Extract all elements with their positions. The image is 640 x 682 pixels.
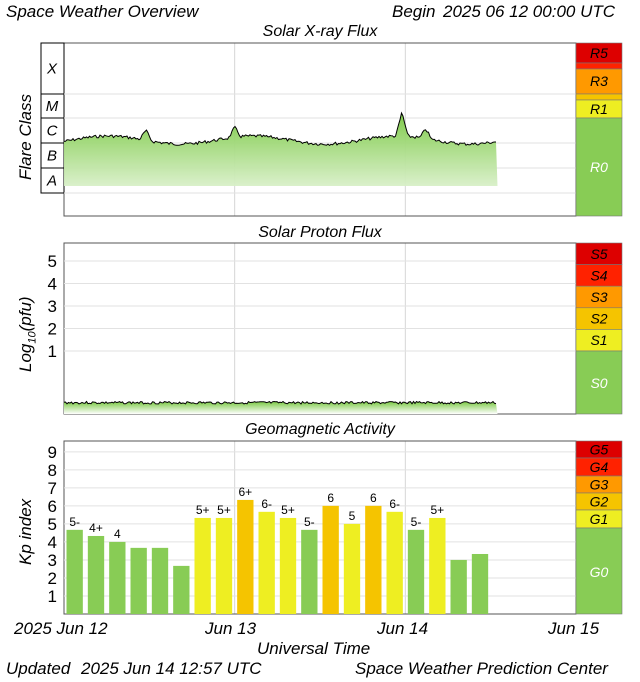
kp-bar-label: 5 — [349, 509, 356, 523]
kp-bar — [173, 565, 190, 614]
s-scale-band-quiet — [575, 350, 623, 415]
proton-flux-area — [64, 401, 498, 414]
kp-bar — [407, 529, 425, 614]
updated-label: Updated — [6, 659, 71, 678]
r-scale-band — [575, 117, 623, 217]
kp-bar-label: 4 — [114, 527, 121, 541]
kp-ytick-1: 1 — [48, 587, 57, 606]
g-scale-G1: G1 — [590, 511, 609, 527]
r-scale-R3: R3 — [590, 73, 608, 89]
kp-bar-label: 6 — [327, 491, 334, 505]
app-title: Space Weather Overview — [6, 2, 199, 21]
s-scale-S5: S5 — [590, 246, 607, 262]
g-scale-G3: G3 — [590, 477, 609, 493]
flare-class-C: C — [47, 123, 58, 140]
kp-bar-label: 5- — [411, 515, 422, 529]
s-scale-S0: S0 — [590, 375, 607, 391]
proton-panel-title: Solar Proton Flux — [258, 224, 382, 241]
kp-bar-label: 5- — [304, 515, 315, 529]
s-scale-S3: S3 — [590, 289, 607, 305]
kp-bar — [301, 529, 318, 614]
kp-bar — [365, 505, 382, 614]
kp-bar — [194, 517, 211, 614]
kp-ytick-4: 4 — [48, 533, 57, 552]
r-scale-band — [575, 93, 623, 101]
kp-ytick-9: 9 — [48, 443, 57, 462]
r-scale-R0: R0 — [590, 159, 608, 175]
kp-bar-label: 5+ — [281, 503, 295, 517]
kp-bar-label: 5+ — [196, 503, 210, 517]
g-scale-G4: G4 — [590, 459, 609, 475]
kp-bar — [429, 517, 446, 614]
s-scale-S2: S2 — [590, 311, 607, 327]
kp-bar-label: 4+ — [89, 521, 103, 535]
xray-flux-area — [64, 113, 498, 216]
kp-bar-label: 5+ — [430, 503, 444, 517]
kp-bar-label: 6+ — [238, 485, 252, 499]
kp-bar — [130, 547, 147, 614]
proton-ytick-1: 1 — [48, 342, 57, 361]
kp-ytick-7: 7 — [48, 479, 57, 498]
begin-label: Begin — [392, 2, 436, 21]
kp-bar — [109, 541, 126, 614]
kp-bar — [471, 553, 489, 614]
updated-date: 2025 Jun 14 12:57 UTC — [81, 659, 262, 678]
x-tick-2: Jun 14 — [377, 619, 429, 638]
panel-frame-0 — [63, 42, 577, 217]
geomag-panel-title: Geomagnetic Activity — [245, 421, 395, 438]
kp-bar-label: 5- — [69, 515, 80, 529]
kp-bar-label: 6 — [370, 491, 377, 505]
xray-flux-line — [63, 111, 496, 147]
proton-ytick-2: 2 — [48, 320, 57, 339]
proton-ytick-4: 4 — [48, 275, 57, 294]
s-scale-S4: S4 — [590, 267, 607, 283]
kp-ytick-5: 5 — [48, 515, 57, 534]
kp-bar — [279, 517, 297, 614]
kp-bar — [87, 535, 105, 614]
proton-flux-line — [63, 400, 497, 405]
g-scale-G2: G2 — [590, 494, 609, 510]
flare-class-X: X — [46, 61, 58, 78]
kp-bar — [66, 529, 83, 614]
begin-date: 2025 06 12 00:00 UTC — [443, 2, 616, 21]
s-scale-S1: S1 — [590, 332, 607, 348]
g-scale-G0: G0 — [590, 564, 609, 580]
kp-bar — [343, 523, 361, 614]
x-tick-1: Jun 13 — [205, 619, 257, 638]
r-scale-R1: R1 — [590, 101, 608, 117]
xray-panel-title: Solar X-ray Flux — [262, 23, 378, 40]
prediction-center: Space Weather Prediction Center — [355, 659, 608, 678]
x-axis-label: Universal Time — [257, 639, 371, 658]
kp-bar — [322, 505, 339, 614]
kp-bar — [151, 547, 169, 614]
g-scale-band-quiet — [575, 527, 623, 615]
flare-class-A: A — [46, 173, 57, 190]
kp-ytick-2: 2 — [48, 569, 57, 588]
kp-bar-label: 6- — [389, 497, 400, 511]
x-tick-0: 2025 Jun 12 — [14, 619, 108, 638]
kp-ytick-6: 6 — [48, 497, 57, 516]
kp-bar — [215, 517, 233, 614]
flare-class-M: M — [46, 98, 59, 115]
flare-class-B: B — [47, 148, 57, 165]
kp-bar — [450, 559, 467, 614]
r-scale-band — [575, 62, 623, 70]
proton-ytick-3: 3 — [48, 297, 57, 316]
kp-bar-label: 5+ — [217, 503, 231, 517]
kp-bar — [237, 499, 254, 614]
kp-ytick-3: 3 — [48, 551, 57, 570]
kp-bar-label: 6- — [261, 497, 272, 511]
g-scale-G5: G5 — [590, 442, 609, 458]
proton-ytick-5: 5 — [48, 252, 57, 271]
kp-ytick-8: 8 — [48, 461, 57, 480]
kp-bar — [386, 511, 403, 614]
kp-bar — [258, 511, 275, 614]
x-tick-3: Jun 15 — [548, 619, 600, 638]
r-scale-R5: R5 — [590, 45, 608, 61]
